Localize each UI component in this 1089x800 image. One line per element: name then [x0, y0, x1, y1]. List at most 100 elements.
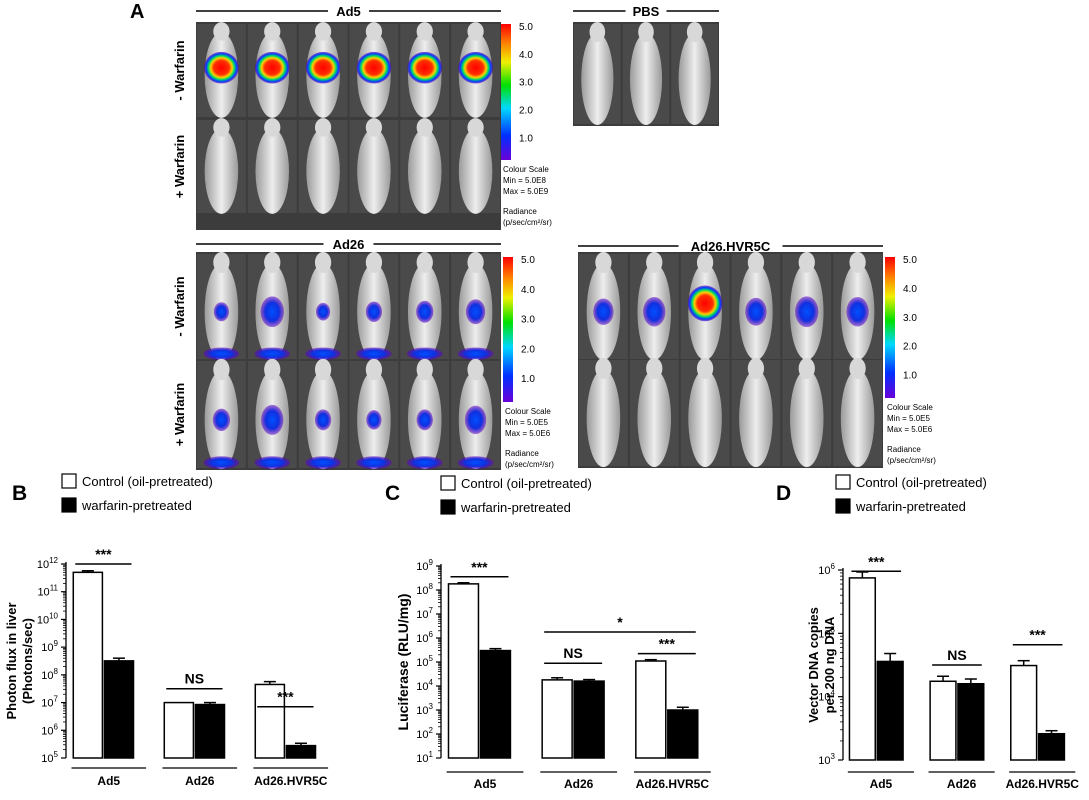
row-label: + Warfarin: [172, 383, 187, 447]
colour-scale-legend: Min = 5.0E5: [505, 418, 548, 427]
mouse-body: [255, 128, 290, 214]
y-tick-label: 106: [416, 630, 433, 645]
y-tick-label: 107: [416, 606, 433, 621]
legend-swatch: [61, 497, 77, 513]
mouse-head: [213, 358, 230, 381]
y-tick-label: 103: [416, 702, 433, 717]
mouse-image: [629, 251, 679, 361]
mouse-body: [678, 33, 711, 125]
mouse-image: [197, 22, 246, 118]
bioluminescence-signal: [643, 297, 666, 327]
mouse-head: [314, 118, 332, 137]
colour-scale-tick: 1.0: [519, 133, 533, 144]
bioluminescence-signal: [465, 299, 486, 325]
mouse-image: [349, 22, 399, 118]
mouse-body: [581, 33, 614, 125]
mouse-image: [298, 22, 348, 118]
colour-scale-legend: Max = 5.0E6: [887, 425, 933, 434]
tail-signal: [406, 456, 443, 470]
bar-chart-panel-b: B Control (oil-pretreated) warfarin-pretre…: [4, 473, 329, 788]
radiance-units: (p/sec/cm²/sr): [503, 218, 552, 227]
imaging-group-ad26: Ad26 - Warfarin + Warfarin 5.0 4.0 3.0 2.0 1.0 C…: [172, 237, 554, 470]
bioluminescence-signal: [305, 51, 341, 84]
bioluminescence-signal: [407, 51, 443, 84]
mouse-head: [638, 22, 654, 42]
significance-label: *: [617, 614, 623, 630]
mouse-head: [314, 358, 332, 381]
tail-signal: [406, 347, 443, 361]
colour-scale-tick: 4.0: [521, 285, 535, 296]
group-title: Ad5: [336, 4, 361, 19]
bar: [848, 577, 877, 761]
y-tick-label: 106: [818, 562, 835, 577]
y-tick-label: 108: [41, 667, 58, 682]
mouse-head: [747, 357, 765, 380]
mouse-image: [247, 251, 297, 361]
significance-label: ***: [471, 559, 488, 575]
mouse-image: [782, 251, 832, 361]
mouse-head: [467, 22, 484, 41]
bioluminescence-signal: [458, 51, 493, 84]
bar: [1010, 664, 1038, 761]
colour-scale-bar: [503, 257, 513, 402]
bar: [285, 744, 317, 759]
bioluminescence-signal: [795, 296, 819, 328]
bar: [667, 709, 699, 759]
mouse-head: [646, 251, 663, 273]
panel-label: C: [385, 482, 400, 505]
bioluminescence-signal: [687, 285, 723, 322]
mouse-image: [349, 251, 399, 361]
legend-label: Control (oil-pretreated): [461, 476, 592, 491]
legend-swatch: [440, 499, 456, 515]
significance-label: ***: [277, 689, 294, 705]
y-axis-label: per 200 ng DNA: [822, 616, 837, 713]
category-label: Ad26.HVR5C: [636, 777, 710, 791]
significance-label: ***: [95, 546, 112, 562]
legend-label: warfarin-pretreated: [855, 499, 966, 514]
legend-swatch: [835, 474, 851, 490]
mouse-head: [686, 22, 703, 42]
category-label: Ad5: [97, 774, 120, 788]
mouse-head: [467, 251, 484, 273]
bioluminescence-signal: [464, 405, 487, 435]
bar: [929, 680, 957, 761]
tail-signal: [254, 347, 291, 361]
mouse-image: [731, 251, 781, 361]
mouse-head: [589, 22, 606, 42]
mouse-image: [400, 251, 450, 361]
bioluminescence-signal: [314, 409, 332, 431]
mouse-head: [467, 358, 484, 381]
mouse-image: [782, 357, 832, 468]
y-tick-label: 103: [818, 752, 835, 767]
mouse-image: [622, 22, 670, 125]
bioluminescence-signal: [261, 404, 284, 435]
bar: [103, 660, 135, 759]
mouse-image: [579, 251, 628, 361]
mouse-image: [680, 357, 730, 468]
bioluminescence-signal: [254, 51, 290, 84]
bar: [163, 701, 195, 759]
mouse-image: [400, 22, 450, 118]
tail-signal: [203, 347, 240, 361]
bar-chart-panel-c: C Control (oil-pretreated) warfarin-pretre…: [385, 475, 711, 791]
bioluminescence-signal: [846, 297, 869, 327]
imaging-background: [196, 252, 501, 470]
mouse-head: [696, 251, 714, 273]
tail-signal: [305, 456, 341, 470]
bar: [635, 660, 667, 759]
bioluminescence-signal: [260, 296, 284, 328]
mouse-head: [416, 22, 433, 41]
mouse-head: [314, 22, 332, 41]
mouse-image: [629, 357, 679, 468]
y-tick-label: 105: [818, 625, 835, 640]
y-tick-label: 102: [416, 726, 433, 741]
bioluminescence-signal: [204, 51, 239, 84]
colour-scale-tick: 3.0: [903, 313, 917, 324]
mouse-image: [298, 118, 348, 214]
mouse-head: [264, 118, 281, 137]
imaging-background: [196, 22, 501, 230]
colour-scale-tick: 3.0: [519, 78, 533, 89]
mouse-head: [365, 251, 383, 273]
mouse-image: [298, 358, 348, 470]
mouse-image: [833, 357, 882, 468]
